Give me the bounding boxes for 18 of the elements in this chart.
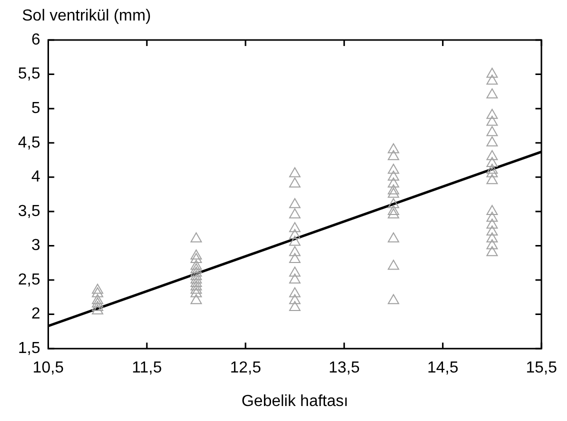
y-tick-label: 2 [31, 306, 40, 323]
x-tick-label: 14,5 [427, 360, 458, 377]
y-tick-label: 5 [31, 100, 40, 117]
y-tick-label: 4,5 [18, 134, 40, 152]
x-tick-label: 11,5 [132, 360, 162, 377]
x-tick-label: 13,5 [328, 360, 360, 377]
y-tick-label: 2,5 [18, 271, 40, 288]
y-axis-title: Sol ventrikül (mm) [22, 7, 151, 24]
y-tick-label: 4 [31, 168, 40, 186]
x-axis-title: Gebelik haftası [241, 392, 348, 410]
y-tick-label: 6 [31, 31, 40, 48]
x-tick-label: 15,5 [526, 360, 558, 377]
x-tick-label: 10,5 [32, 360, 64, 377]
y-tick-label: 3 [31, 237, 40, 254]
x-tick-label: 12,5 [230, 360, 262, 377]
y-tick-label: 5,5 [18, 66, 40, 83]
y-tick-label: 3,5 [18, 202, 40, 220]
y-tick-label: 1,5 [18, 340, 40, 358]
